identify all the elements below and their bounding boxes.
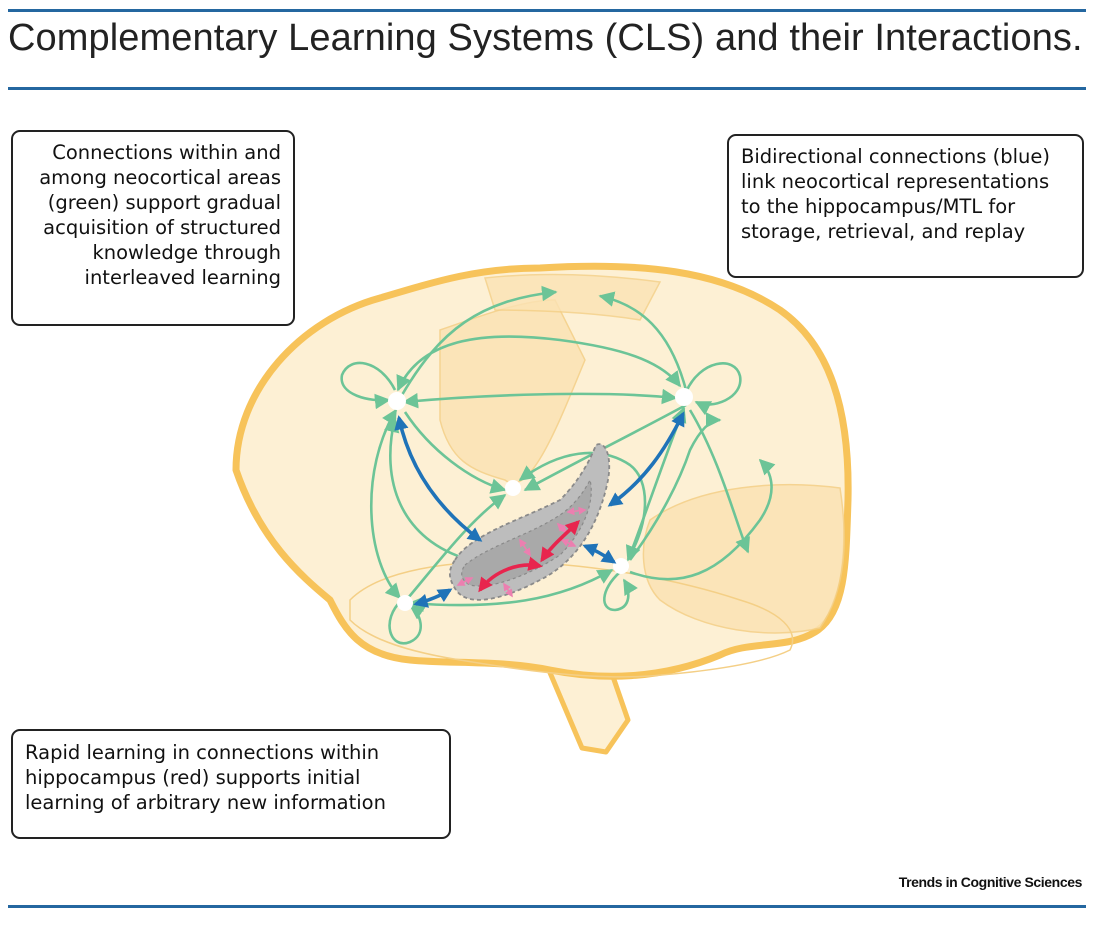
title-divider [8, 87, 1086, 90]
callout-line: hippocampus (red) supports initial [25, 766, 361, 789]
hippocampal-connections [478, 519, 581, 593]
callout-bidirectional-connections: Bidirectional connections (blue) link ne… [727, 134, 1084, 278]
callout-line: link neocortical representations [741, 170, 1050, 193]
bidirectional-connections [394, 411, 685, 608]
top-rule [8, 9, 1086, 12]
callout-line: Bidirectional connections (blue) [741, 145, 1050, 168]
callout-neocortical-connections: Connections within and among neocortical… [11, 130, 295, 326]
callout-line: (green) support gradual [47, 191, 281, 214]
callout-line: Connections within and [52, 141, 281, 164]
callout-line: among neocortical areas [39, 166, 281, 189]
callout-hippocampal-learning: Rapid learning in connections within hip… [11, 729, 451, 839]
brain-stem [545, 665, 631, 755]
callout-line: Rapid learning in connections within [25, 741, 380, 764]
callout-line: interleaved learning [84, 266, 281, 289]
callout-line: storage, retrieval, and replay [741, 220, 1026, 243]
callout-line: to the hippocampus/MTL for [741, 195, 1016, 218]
callout-line: acquisition of structured [43, 216, 281, 239]
callout-line: knowledge through [92, 241, 281, 264]
bottom-rule [8, 905, 1086, 908]
source-credit: Trends in Cognitive Sciences [898, 874, 1083, 890]
connection-hubs [388, 388, 693, 611]
page-title: Complementary Learning Systems (CLS) and… [8, 17, 1083, 59]
callout-line: learning of arbitrary new information [25, 791, 386, 814]
